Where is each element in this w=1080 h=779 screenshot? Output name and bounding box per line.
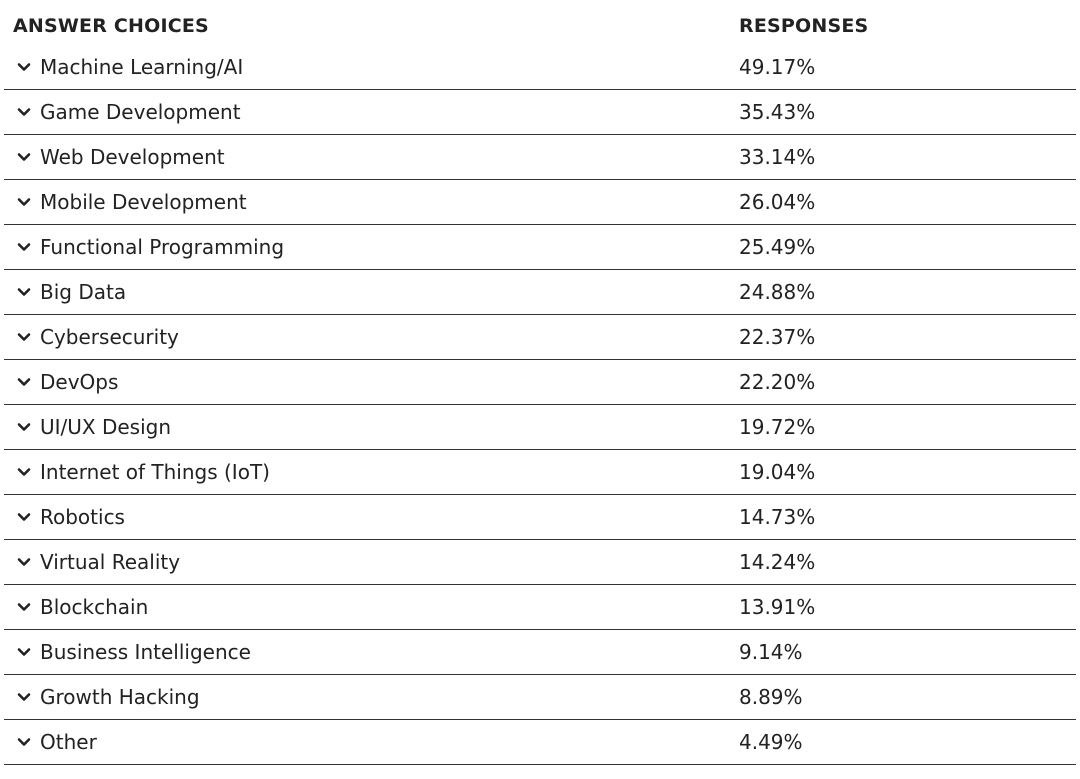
answer-choice-cell: Functional Programming (4, 235, 730, 259)
answer-choice-cell: UI/UX Design (4, 415, 730, 439)
response-percentage: 19.04% (739, 460, 816, 484)
chevron-down-icon[interactable] (16, 239, 32, 255)
answer-choice-label: Game Development (40, 100, 241, 124)
answer-choice-label: Functional Programming (40, 235, 285, 259)
response-percentage: 9.14% (739, 640, 803, 664)
answer-choice-cell: DevOps (4, 370, 730, 394)
answer-choice-cell: Cybersecurity (4, 325, 730, 349)
table-row[interactable]: Other 4.49% (4, 720, 1076, 765)
chevron-down-icon[interactable] (16, 104, 32, 120)
chevron-down-icon[interactable] (16, 194, 32, 210)
answer-choice-label: Mobile Development (40, 190, 247, 214)
answer-choice-label: Internet of Things (IoT) (40, 460, 270, 484)
answer-choice-cell: Other (4, 730, 730, 754)
answer-choice-cell: Virtual Reality (4, 550, 730, 574)
answer-choice-cell: Big Data (4, 280, 730, 304)
answer-choice-cell: Machine Learning/AI (4, 55, 730, 79)
answer-choice-label: Virtual Reality (40, 550, 181, 574)
answer-choice-label: Robotics (40, 505, 125, 529)
response-percentage: 14.73% (739, 505, 816, 529)
answer-choice-cell: Business Intelligence (4, 640, 730, 664)
answer-choices-header: ANSWER CHOICES (13, 15, 209, 37)
table-row[interactable]: Robotics 14.73% (4, 495, 1076, 540)
table-row[interactable]: Functional Programming 25.49% (4, 225, 1076, 270)
answer-choice-label: Business Intelligence (40, 640, 251, 664)
table-row[interactable]: Game Development 35.43% (4, 90, 1076, 135)
answer-choice-cell: Mobile Development (4, 190, 730, 214)
chevron-down-icon[interactable] (16, 149, 32, 165)
table-row[interactable]: UI/UX Design 19.72% (4, 405, 1076, 450)
table-header: ANSWER CHOICES RESPONSES (4, 0, 1076, 52)
response-percentage: 22.37% (739, 325, 816, 349)
response-percentage: 33.14% (739, 145, 816, 169)
answer-choice-cell: Web Development (4, 145, 730, 169)
chevron-down-icon[interactable] (16, 284, 32, 300)
answer-choice-cell: Internet of Things (IoT) (4, 460, 730, 484)
response-percentage: 25.49% (739, 235, 816, 259)
chevron-down-icon[interactable] (16, 689, 32, 705)
table-row[interactable]: Business Intelligence 9.14% (4, 630, 1076, 675)
answer-choice-label: Blockchain (40, 595, 149, 619)
table-row[interactable]: Blockchain 13.91% (4, 585, 1076, 630)
chevron-down-icon[interactable] (16, 644, 32, 660)
response-percentage: 35.43% (739, 100, 816, 124)
response-table: ANSWER CHOICES RESPONSES Machine Learnin… (4, 0, 1076, 765)
response-percentage: 14.24% (739, 550, 816, 574)
answer-choice-cell: Robotics (4, 505, 730, 529)
chevron-down-icon[interactable] (16, 59, 32, 75)
table-row[interactable]: Growth Hacking 8.89% (4, 675, 1076, 720)
response-percentage: 4.49% (739, 730, 803, 754)
answer-choice-cell: Growth Hacking (4, 685, 730, 709)
chevron-down-icon[interactable] (16, 329, 32, 345)
table-body: Machine Learning/AI 49.17% Game Developmen… (4, 45, 1076, 765)
table-row[interactable]: DevOps 22.20% (4, 360, 1076, 405)
response-percentage: 26.04% (739, 190, 816, 214)
response-percentage: 24.88% (739, 280, 816, 304)
table-row[interactable]: Web Development 33.14% (4, 135, 1076, 180)
chevron-down-icon[interactable] (16, 734, 32, 750)
chevron-down-icon[interactable] (16, 419, 32, 435)
chevron-down-icon[interactable] (16, 599, 32, 615)
chevron-down-icon[interactable] (16, 464, 32, 480)
answer-choice-label: Machine Learning/AI (40, 55, 244, 79)
answer-choice-label: Growth Hacking (40, 685, 200, 709)
answer-choice-label: Cybersecurity (40, 325, 179, 349)
table-row[interactable]: Big Data 24.88% (4, 270, 1076, 315)
chevron-down-icon[interactable] (16, 509, 32, 525)
responses-header: RESPONSES (739, 15, 869, 37)
table-row[interactable]: Virtual Reality 14.24% (4, 540, 1076, 585)
response-percentage: 8.89% (739, 685, 803, 709)
response-percentage: 13.91% (739, 595, 816, 619)
answer-choice-cell: Blockchain (4, 595, 730, 619)
response-percentage: 19.72% (739, 415, 816, 439)
answer-choice-label: Web Development (40, 145, 225, 169)
answer-choice-label: Other (40, 730, 97, 754)
answer-choice-label: DevOps (40, 370, 119, 394)
answer-choice-label: Big Data (40, 280, 127, 304)
table-row[interactable]: Internet of Things (IoT) 19.04% (4, 450, 1076, 495)
chevron-down-icon[interactable] (16, 374, 32, 390)
chevron-down-icon[interactable] (16, 554, 32, 570)
answer-choice-label: UI/UX Design (40, 415, 172, 439)
response-percentage: 22.20% (739, 370, 816, 394)
table-row[interactable]: Cybersecurity 22.37% (4, 315, 1076, 360)
response-percentage: 49.17% (739, 55, 816, 79)
table-row[interactable]: Mobile Development 26.04% (4, 180, 1076, 225)
table-row[interactable]: Machine Learning/AI 49.17% (4, 45, 1076, 90)
answer-choice-cell: Game Development (4, 100, 730, 124)
